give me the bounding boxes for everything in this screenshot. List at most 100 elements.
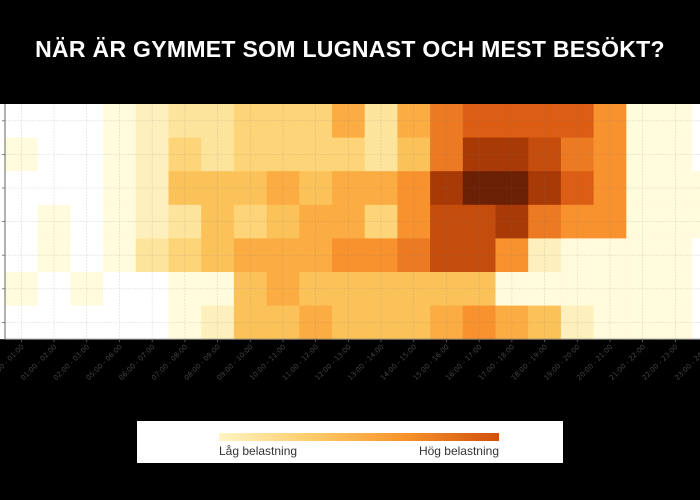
heatmap-cell	[462, 204, 496, 239]
heatmap-cell	[103, 171, 137, 206]
heatmap-cell	[70, 272, 104, 307]
heatmap-cell	[266, 305, 300, 340]
heatmap-cell	[430, 204, 464, 239]
heatmap-cell	[691, 238, 700, 273]
heatmap-cell	[364, 272, 398, 307]
heatmap-cell	[299, 272, 333, 307]
heatmap-cell	[626, 238, 660, 273]
heatmap-cell	[233, 137, 268, 172]
heatmap-cell	[397, 238, 431, 273]
heatmap-cell	[233, 104, 268, 139]
heatmap-cell	[593, 137, 627, 172]
heatmap-cell	[37, 104, 71, 139]
heatmap-cell	[430, 272, 464, 307]
heatmap-cell	[462, 272, 496, 307]
heatmap-cell	[266, 238, 300, 273]
heatmap-cell	[659, 238, 693, 273]
heatmap-cell	[168, 204, 202, 239]
color-legend: Låg belastning Hög belastning	[137, 421, 563, 463]
heatmap-cell	[430, 238, 464, 273]
heatmap-cell	[430, 305, 464, 340]
heatmap-cell	[626, 305, 660, 340]
heatmap-cell	[364, 204, 398, 239]
heatmap-cell	[135, 238, 169, 273]
heatmap-cell	[397, 272, 431, 307]
heatmap-cell	[70, 238, 104, 273]
heatmap-cell	[201, 305, 235, 340]
heatmap-cell	[560, 238, 595, 273]
heatmap-cell	[495, 204, 529, 239]
heatmap-cell	[233, 204, 268, 239]
heatmap-cell	[593, 305, 627, 340]
heatmap-cell	[462, 238, 496, 273]
heatmap-cell	[560, 204, 595, 239]
heatmap-cell	[233, 272, 268, 307]
heatmap-cell	[70, 171, 104, 206]
heatmap-cell	[528, 204, 562, 239]
heatmap-cell	[659, 171, 693, 206]
heatmap-cell	[364, 305, 398, 340]
heatmap-cell	[528, 104, 562, 139]
heatmap-cell	[135, 272, 169, 307]
heatmap-cell	[593, 171, 627, 206]
heatmap-cell	[135, 305, 169, 340]
heatmap-cell	[364, 171, 398, 206]
heatmap-cell	[299, 137, 333, 172]
heatmap-cell	[495, 238, 529, 273]
heatmap-cell	[462, 137, 496, 172]
heatmap-cell	[495, 272, 529, 307]
heatmap-cell	[560, 137, 595, 172]
heatmap-cell	[332, 305, 366, 340]
heatmap-cell	[462, 305, 496, 340]
heatmap-cell	[397, 305, 431, 340]
heatmap-cell	[691, 171, 700, 206]
heatmap-cell	[135, 204, 169, 239]
heatmap-cell	[495, 104, 529, 139]
heatmap-cell	[397, 104, 431, 139]
heatmap-cell	[201, 137, 235, 172]
legend-high-label: Hög belastning	[418, 444, 499, 458]
heatmap-cell	[626, 171, 660, 206]
legend-low-label: Låg belastning	[219, 444, 298, 458]
heatmap-cell	[5, 171, 39, 206]
legend-gradient-bar	[219, 433, 499, 441]
heatmap-cell	[430, 104, 464, 139]
heatmap-cell	[364, 238, 398, 273]
heatmap-cell	[201, 171, 235, 206]
heatmap-cell	[233, 238, 268, 273]
heatmap-cell	[5, 204, 39, 239]
heatmap-cell	[168, 104, 202, 139]
heatmap-cell	[37, 238, 71, 273]
heatmap-cell	[266, 104, 300, 139]
heatmap-cell	[5, 104, 39, 139]
heatmap-cell	[201, 272, 235, 307]
heatmap-cell	[364, 104, 398, 139]
heatmap-cell	[103, 305, 137, 340]
heatmap-cell	[37, 305, 71, 340]
heatmap-cell	[495, 171, 529, 206]
heatmap-cell	[5, 137, 39, 172]
heatmap-cell	[299, 204, 333, 239]
heatmap-cell	[430, 171, 464, 206]
heatmap-cell	[299, 104, 333, 139]
heatmap-cell	[299, 305, 333, 340]
heatmap-cell	[495, 137, 529, 172]
heatmap-cell	[528, 305, 562, 340]
heatmap-cell	[397, 137, 431, 172]
heatmap-cell	[626, 272, 660, 307]
heatmap-cell	[103, 104, 137, 139]
heatmap-cell	[135, 104, 169, 139]
heatmap-cell	[70, 104, 104, 139]
heatmap-cell	[70, 305, 104, 340]
heatmap-cell	[266, 137, 300, 172]
heatmap-cell	[593, 238, 627, 273]
heatmap-cell	[593, 104, 627, 139]
heatmap-cell	[528, 272, 562, 307]
heatmap-cell	[593, 272, 627, 307]
heatmap-cell	[560, 305, 595, 340]
heatmap-cell	[299, 171, 333, 206]
heatmap-cell	[691, 104, 700, 139]
heatmap-cell	[593, 204, 627, 239]
heatmap-cell	[5, 238, 39, 273]
heatmap-cell	[691, 305, 700, 340]
